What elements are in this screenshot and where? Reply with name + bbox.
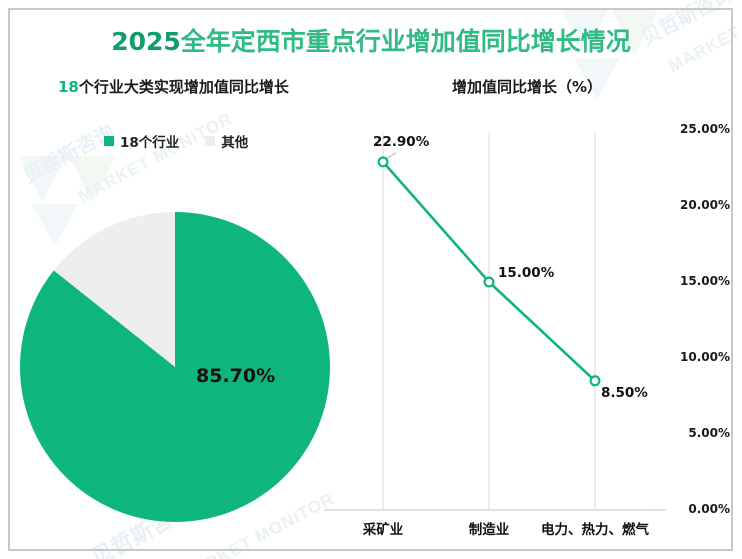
data-point-marker-0 xyxy=(377,156,389,168)
y-axis-tick-label-3: 15.00% xyxy=(680,274,730,288)
pie-chart-subtitle-number: 18 xyxy=(58,78,79,96)
pie-chart[interactable] xyxy=(20,212,330,522)
y-axis-tick-label-0: 0.00% xyxy=(688,502,730,516)
x-axis-category-label-2: 电力、热力、燃气 xyxy=(541,522,649,538)
line-chart-subtitle: 增加值同比增长（%） xyxy=(452,78,603,96)
data-point-label-0: 22.90% xyxy=(373,133,430,150)
pie-chart-legend: 18个行业 其他 xyxy=(104,131,248,151)
page-title: 2025全年定西市重点行业增加值同比增长情况 xyxy=(0,22,742,58)
x-axis-category-label-1: 制造业 xyxy=(468,522,510,538)
page-title-year: 2025 xyxy=(111,27,181,56)
pie-chart-subtitle-text: 个行业大类实现增加值同比增长 xyxy=(78,78,289,96)
data-point-label-2: 8.50% xyxy=(601,384,648,401)
y-axis-tick-label-2: 10.00% xyxy=(680,350,730,364)
y-axis-tick-label-1: 5.00% xyxy=(688,426,730,440)
y-axis-tick-label-5: 25.00% xyxy=(680,122,730,136)
data-point-label-1: 15.00% xyxy=(498,265,555,281)
pie-chart-subtitle: 18个行业大类实现增加值同比增长 xyxy=(58,76,289,97)
legend-item-0[interactable]: 18个行业 xyxy=(104,131,179,151)
x-axis-category-label-0: 采矿业 xyxy=(362,522,404,538)
pie-chart-data-label: 85.70% xyxy=(196,365,276,387)
page-title-rest: 全年定西市重点行业增加值同比增长情况 xyxy=(180,27,631,56)
data-point-marker-2 xyxy=(589,375,601,387)
data-label-leader-0 xyxy=(385,152,397,160)
pie-chart-circle[interactable] xyxy=(20,212,330,522)
legend-swatch-icon-1 xyxy=(205,136,216,146)
legend-label-0: 18个行业 xyxy=(120,135,180,151)
legend-item-1[interactable]: 其他 xyxy=(205,131,248,151)
legend-label-1: 其他 xyxy=(221,135,249,151)
legend-swatch-icon-0 xyxy=(104,136,114,146)
data-point-marker-1 xyxy=(483,276,495,288)
y-axis-tick-label-4: 20.00% xyxy=(680,198,730,212)
